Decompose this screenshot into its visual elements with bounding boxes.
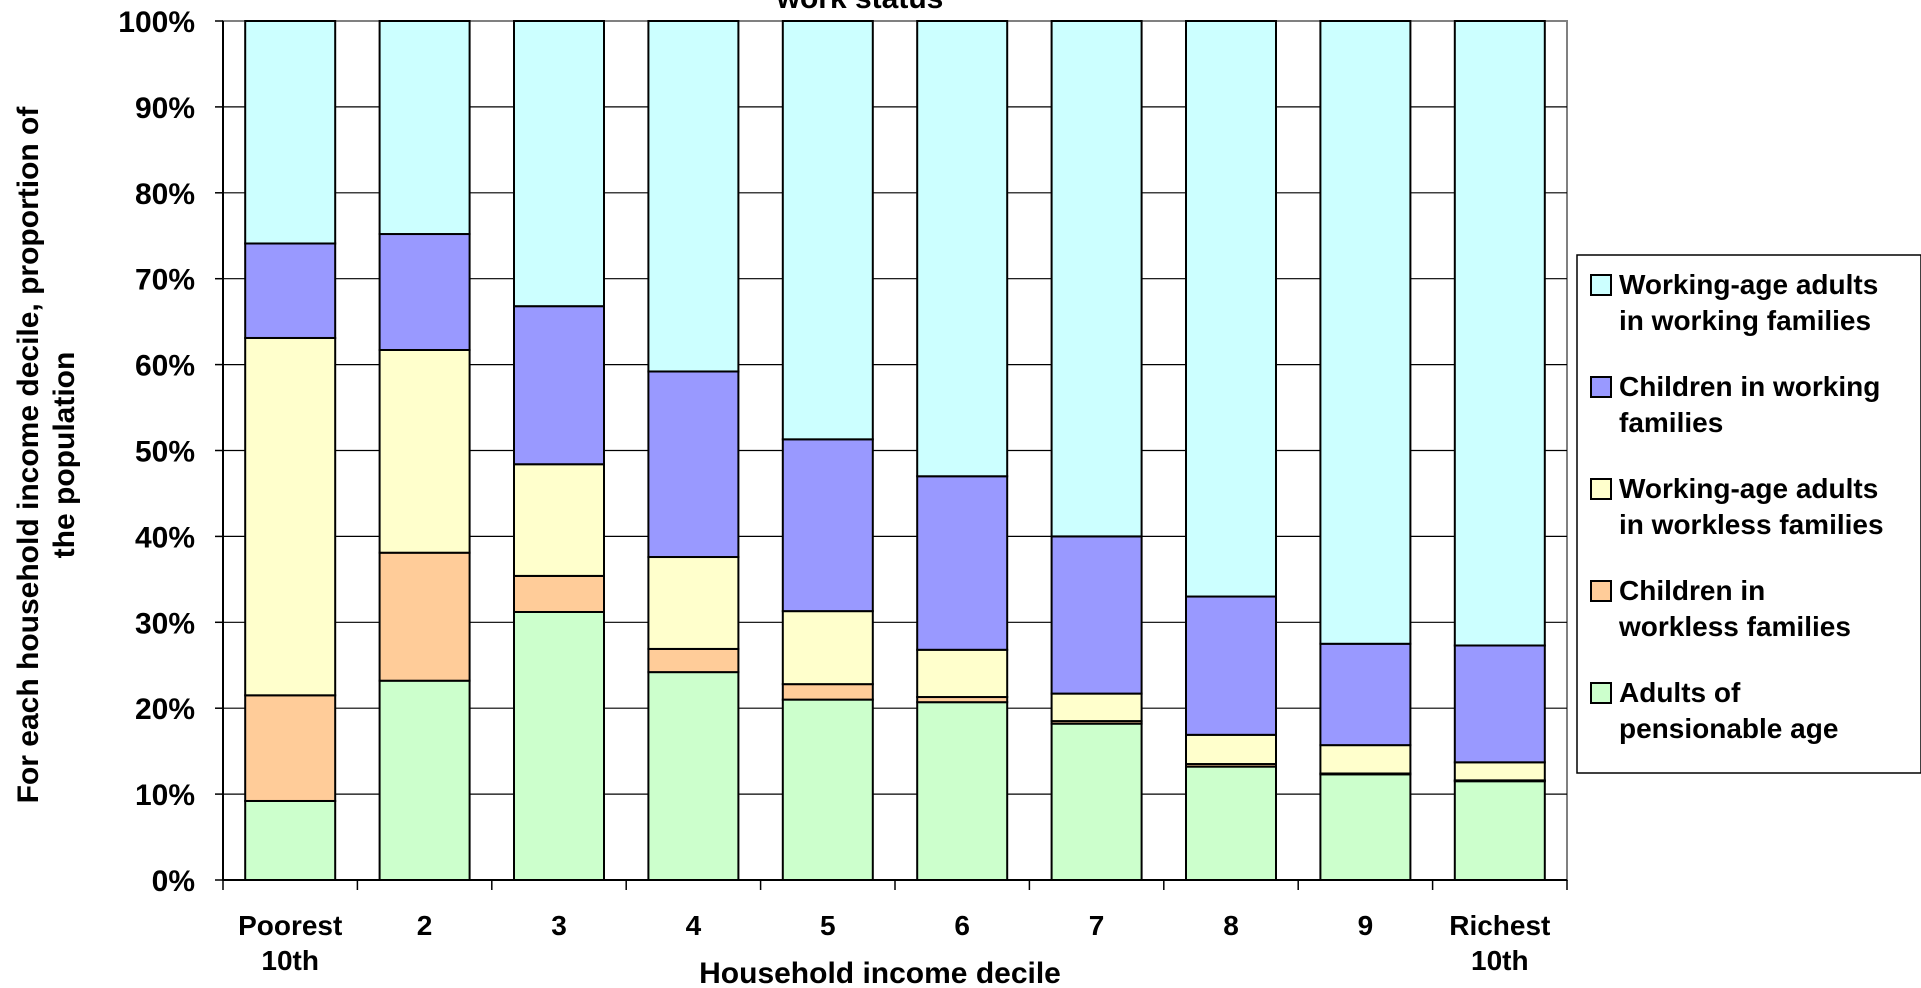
- legend-box: [1576, 254, 1921, 774]
- bar-segment: [647, 647, 740, 674]
- bar-segment: [781, 610, 874, 686]
- chart-title: work status: [776, 0, 944, 15]
- legend-swatch: [1590, 376, 1612, 398]
- bar-segment: [244, 694, 337, 802]
- y-tick-label: 20%: [135, 693, 195, 726]
- y-tick-label: 60%: [135, 350, 195, 383]
- bar-segment: [244, 20, 337, 245]
- bar-segment: [1050, 692, 1143, 723]
- bar-segment: [916, 475, 1009, 651]
- y-tick-label: 70%: [135, 264, 195, 297]
- x-tick-labels: Poorest 10th 2 3 4 5 6 7 8 9 Richest 10th: [238, 910, 1550, 976]
- x-tick-label: 2: [417, 910, 433, 941]
- bar-segment: [244, 799, 337, 881]
- bar-segment: [781, 683, 874, 701]
- bar-segment: [781, 698, 874, 881]
- bar-segment: [1453, 761, 1546, 782]
- bar-segment: [378, 679, 471, 881]
- bar-segment: [1453, 20, 1546, 647]
- bar-segment: [781, 20, 874, 441]
- legend: Working-age adults in working families Chi…: [1576, 254, 1921, 774]
- bar-segment: [244, 242, 337, 339]
- y-tick-label: 80%: [135, 178, 195, 211]
- y-tick-label: 40%: [135, 521, 195, 554]
- bar-segment: [647, 671, 740, 882]
- bar-segment: [1453, 644, 1546, 764]
- legend-swatch: [1590, 274, 1612, 296]
- y-tick-label: 100%: [118, 6, 195, 39]
- bar-segment: [1319, 20, 1412, 645]
- bar-segment: [1050, 20, 1143, 538]
- legend-label: Working-age adults in workless families: [1619, 473, 1884, 540]
- y-tick-label: 90%: [135, 92, 195, 125]
- bar-segment: [513, 20, 605, 308]
- bar-segment: [513, 610, 605, 881]
- y-tick-label: 50%: [135, 436, 195, 469]
- bar-segment: [647, 556, 740, 650]
- bar-segment: [378, 348, 471, 554]
- legend-swatch: [1590, 580, 1612, 602]
- bar-segment: [781, 438, 874, 613]
- bar-segment: [1185, 733, 1277, 766]
- x-tick-label: 7: [1089, 910, 1105, 941]
- x-axis-title: Household income decile: [699, 957, 1061, 988]
- x-tick-label: 4: [686, 910, 702, 941]
- y-tick-label: 0%: [152, 865, 195, 898]
- x-tick-label: Richest 10th: [1449, 910, 1550, 976]
- legend-swatch: [1590, 478, 1612, 500]
- y-tick-labels: 0% 10% 20% 30% 40% 50% 60% 70% 80% 90% 100%: [118, 6, 195, 898]
- bar-segment: [513, 574, 605, 613]
- bar-segment: [244, 336, 337, 697]
- legend-label: Children in workless families: [1618, 575, 1851, 642]
- x-tick-label: 8: [1223, 910, 1239, 941]
- y-axis-title: For each household income decile, propor…: [12, 106, 81, 804]
- bar-segment: [1050, 535, 1143, 695]
- bar-segment: [513, 305, 605, 466]
- bar-segment: [1185, 595, 1277, 736]
- bar-segment: [647, 370, 740, 559]
- x-tick-label: 6: [954, 910, 970, 941]
- bar-segment: [1319, 642, 1412, 747]
- bars: [244, 20, 1546, 882]
- bar-segment: [1453, 780, 1546, 882]
- bar-segment: [378, 551, 471, 682]
- y-axis-title-text: For each household income decile, propor…: [12, 106, 81, 804]
- x-tick-label: 5: [820, 910, 836, 941]
- legend-swatch: [1590, 682, 1612, 704]
- x-tick-label: 9: [1358, 910, 1374, 941]
- bar-segment: [1185, 20, 1277, 598]
- y-tick-label: 10%: [135, 779, 195, 812]
- bar-segment: [1319, 744, 1412, 775]
- bar-segment: [378, 20, 471, 236]
- x-tick-label: 3: [551, 910, 567, 941]
- legend-label: Adults of pensionable age: [1619, 677, 1838, 744]
- bar-segment: [1050, 722, 1143, 881]
- y-tick-label: 30%: [135, 607, 195, 640]
- x-tick-label: Poorest 10th: [238, 910, 342, 976]
- bar-segment: [916, 648, 1009, 699]
- legend-label: Children in working families: [1619, 371, 1880, 438]
- bar-segment: [647, 20, 740, 373]
- bar-segment: [378, 233, 471, 351]
- bar-segment: [513, 463, 605, 577]
- bar-segment: [916, 20, 1009, 478]
- bar-segment: [916, 701, 1009, 882]
- bar-segment: [1185, 765, 1277, 881]
- bar-segment: [1319, 773, 1412, 882]
- axes: [215, 20, 1568, 890]
- legend-label: Working-age adults in working families: [1619, 269, 1878, 336]
